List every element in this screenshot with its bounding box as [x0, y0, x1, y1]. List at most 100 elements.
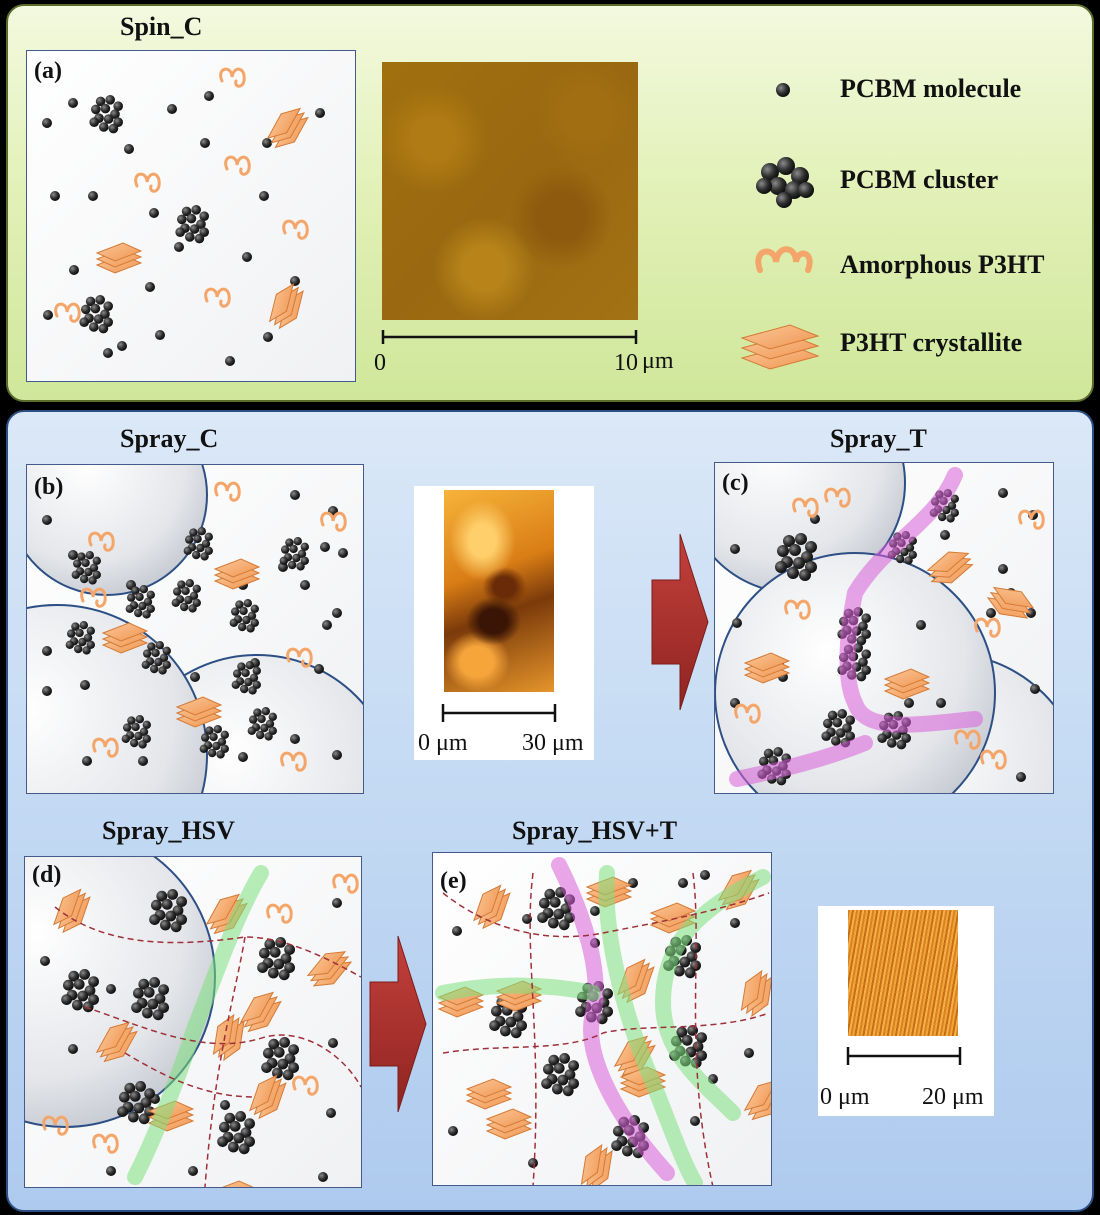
- pcbm-molecule: [262, 138, 272, 148]
- pcbm-molecule: [1016, 772, 1026, 782]
- pcbm-molecule: [68, 1044, 78, 1054]
- pcbm-molecule: [155, 330, 165, 340]
- pcbm-molecule: [238, 752, 248, 762]
- domain-boundary: [204, 936, 246, 1187]
- pcbm-molecule: [242, 252, 252, 262]
- amorphous-p3ht: [54, 302, 81, 323]
- amorphous-p3ht: [42, 1115, 69, 1136]
- pcbm-molecule: [678, 878, 688, 888]
- amorphous-p3ht: [80, 587, 107, 608]
- transport-path: [551, 857, 675, 1181]
- p3ht-crystallite: [239, 991, 282, 1033]
- pcbm-molecule: [290, 276, 300, 286]
- pcbm-cluster-icon: [756, 157, 814, 208]
- pcbm-molecule: [80, 680, 90, 690]
- scale-bar-a: [381, 330, 638, 344]
- scale-e-end: 20 μm: [922, 1084, 984, 1110]
- amorphous-p3ht: [280, 751, 307, 772]
- pcbm-cluster: [79, 295, 113, 334]
- p3ht-crystallite: [485, 1108, 533, 1140]
- pcbm-molecule: [322, 620, 332, 630]
- p3ht-crystallite: [268, 283, 304, 330]
- afm-image-b: [444, 490, 554, 692]
- pcbm-cluster: [171, 579, 201, 613]
- pcbm-molecule: [42, 646, 52, 656]
- p3ht-crystallite: [986, 586, 1035, 619]
- pcbm-molecule: [528, 1158, 538, 1168]
- pcbm-molecule: [940, 530, 950, 540]
- pcbm-molecule: [190, 672, 200, 682]
- amorphous-p3ht: [134, 172, 161, 193]
- legend-amorphous-p3ht: Amorphous P3HT: [840, 250, 1045, 279]
- domain-boundary: [84, 1006, 361, 1088]
- panel-label-b: (b): [34, 474, 64, 500]
- pcbm-molecule: [42, 686, 52, 696]
- legend-pcbm-cluster: PCBM cluster: [840, 165, 999, 194]
- pcbm-cluster: [125, 585, 155, 619]
- p3ht-crystallite: [926, 551, 974, 584]
- pcbm-molecule: [452, 926, 462, 936]
- amorphous-p3ht: [734, 703, 761, 724]
- transport-path: [127, 865, 269, 1185]
- amorphous-p3ht: [214, 481, 241, 502]
- legend-icons: [740, 83, 820, 370]
- pcbm-molecule: [744, 1048, 754, 1058]
- domain-boundary: [442, 1012, 770, 1054]
- spray-c-title: Spray_C: [120, 424, 219, 453]
- domain-boundary: [54, 906, 361, 978]
- amorphous-p3ht: [980, 749, 1007, 770]
- p3ht-crystallite: [266, 107, 309, 149]
- diagram-a: [26, 50, 356, 382]
- p3ht-crystallite: [465, 1078, 513, 1110]
- droplet: [27, 604, 208, 793]
- diagram-c-svg: [715, 463, 1053, 793]
- domain-boundary: [442, 892, 770, 938]
- diagram-b: [26, 464, 364, 794]
- pcbm-cluster: [821, 709, 855, 748]
- afm-image-a: [382, 62, 638, 320]
- pcbm-molecule: [315, 108, 325, 118]
- pcbm-molecule: [314, 664, 324, 674]
- amorphous-p3ht: [266, 903, 293, 924]
- p3ht-crystallite: [580, 1143, 613, 1185]
- diagram-b-svg: [27, 465, 363, 793]
- p3ht-crystallite: [175, 696, 223, 728]
- pcbm-molecule: [68, 98, 78, 108]
- pcbm-molecule: [628, 878, 638, 888]
- transport-path: [729, 735, 873, 787]
- pcbm-cluster: [217, 1111, 256, 1155]
- pcbm-cluster: [775, 533, 817, 581]
- amorphous-p3ht: [292, 1075, 319, 1096]
- p3ht-crystallite: [212, 1013, 245, 1062]
- p3ht-crystallite: [649, 902, 697, 934]
- amorphous-p3ht: [92, 737, 119, 758]
- pcbm-cluster: [61, 969, 99, 1013]
- pcbm-molecule: [338, 548, 348, 558]
- diagram-e-svg: [435, 857, 771, 1185]
- p3ht-crystallite: [883, 668, 931, 700]
- pcbm-molecule: [69, 265, 79, 275]
- p3ht-crystallite: [222, 1180, 254, 1187]
- p3ht-crystallite: [306, 951, 353, 987]
- pcbm-cluster: [537, 887, 575, 931]
- p3ht-crystallite: [743, 1079, 771, 1121]
- amorphous-p3ht: [282, 219, 309, 240]
- spray-t-title: Spray_T: [830, 424, 927, 453]
- p3ht-crystallite-icon: [740, 324, 820, 370]
- pcbm-molecule: [82, 756, 92, 766]
- pcbm-molecule: [263, 332, 273, 342]
- pcbm-molecule: [50, 191, 60, 201]
- pcbm-molecule: [300, 580, 310, 590]
- legend-p3ht-crystallite: P3HT crystallite: [840, 328, 1023, 357]
- scale-b-start: 0 μm: [418, 730, 468, 756]
- pcbm-molecule: [904, 698, 914, 708]
- legend-pcbm-molecule: PCBM molecule: [840, 74, 1022, 103]
- pcbm-molecule: [174, 242, 184, 252]
- amorphous-p3ht: [792, 497, 819, 518]
- pcbm-molecule: [332, 898, 342, 908]
- p3ht-crystallite: [101, 622, 149, 654]
- diagram-d: [24, 856, 362, 1188]
- pcbm-molecule: [106, 984, 116, 994]
- transport-path: [654, 869, 771, 1121]
- pcbm-molecule: [124, 144, 134, 154]
